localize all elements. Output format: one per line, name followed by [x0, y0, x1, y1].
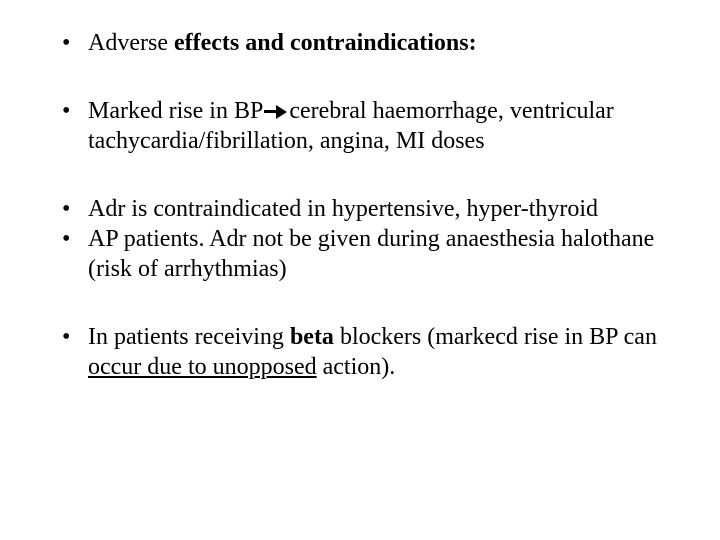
bullet-5-bold: beta: [290, 324, 340, 350]
bullet-item-3: Adr is contraindicated in hypertensive, …: [50, 194, 670, 224]
bullet-5-suffix: action).: [317, 354, 396, 380]
bullet-1-bold: effects and contraindications:: [174, 30, 477, 56]
bullet-item-2: Marked rise in BPcerebral haemorrhage, v…: [50, 96, 670, 156]
right-arrow-icon: [264, 104, 288, 120]
bullet-5-mid: blockers (markecd rise in BP can: [340, 324, 657, 350]
slide-bullet-list: Adverse effects and contraindications: M…: [50, 28, 670, 382]
bullet-4-text: AP patients. Adr not be given during ana…: [88, 226, 654, 282]
bullet-5-prefix: In patients receiving: [88, 324, 290, 350]
bullet-3-text: Adr is contraindicated in hypertensive, …: [88, 196, 598, 222]
bullet-item-5: In patients receiving beta blockers (mar…: [50, 322, 670, 382]
spacer: [50, 58, 670, 96]
bullet-item-1: Adverse effects and contraindications:: [50, 28, 670, 58]
bullet-1-prefix: Adverse: [88, 30, 174, 56]
spacer: [50, 284, 670, 322]
bullet-item-4: AP patients. Adr not be given during ana…: [50, 224, 670, 284]
spacer: [50, 156, 670, 194]
bullet-2-before-arrow: Marked rise in BP: [88, 98, 263, 124]
bullet-5-underline: occur due to unopposed: [88, 354, 317, 380]
